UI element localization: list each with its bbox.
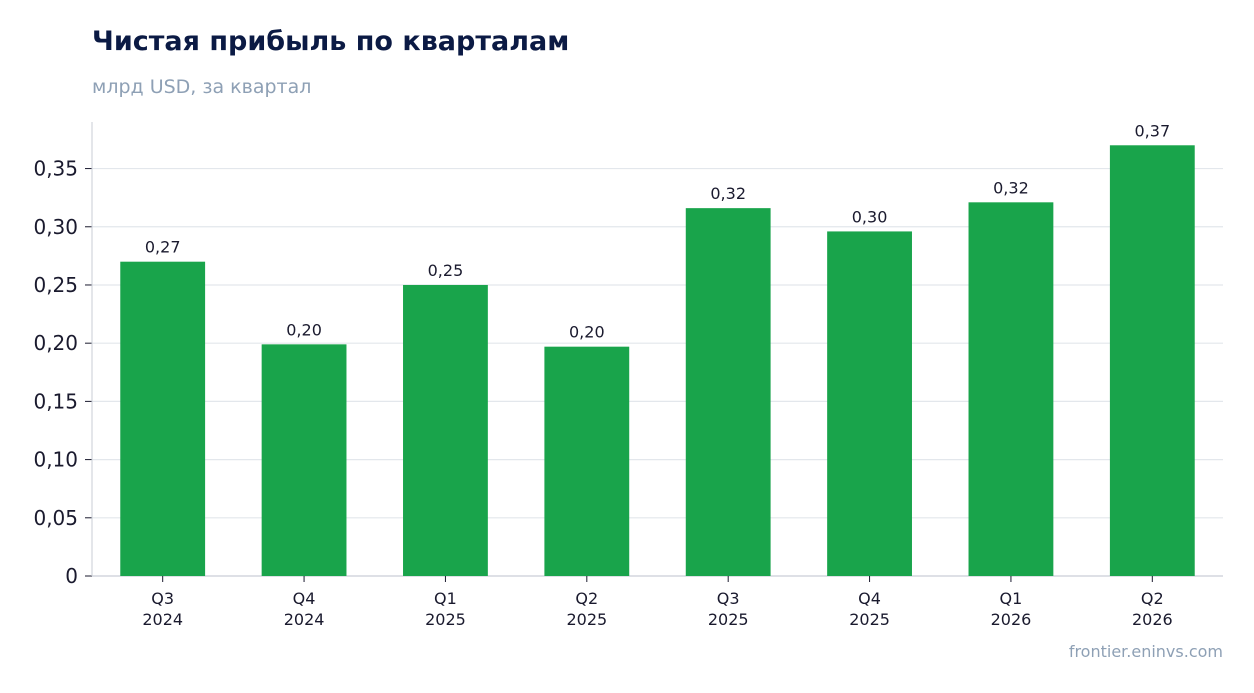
x-tick-label-year: 2025 xyxy=(849,610,890,629)
y-tick-label: 0,30 xyxy=(33,215,78,239)
y-tick-label: 0,10 xyxy=(33,448,78,472)
bar-value-label: 0,37 xyxy=(1135,121,1171,140)
x-tick-label-quarter: Q2 xyxy=(575,589,598,608)
y-tick-label: 0,20 xyxy=(33,331,78,355)
source-credit: frontier.eninvs.com xyxy=(1068,642,1223,661)
y-tick-label: 0,35 xyxy=(33,157,78,181)
y-tick-label: 0 xyxy=(65,564,78,588)
x-tick-label-quarter: Q3 xyxy=(151,589,174,608)
axes: 0 0,05 0,10 0,15 0,20 0,25 0,30 0,35 Q3 2024 Q4 202… xyxy=(33,122,1223,629)
x-tick-label-quarter: Q4 xyxy=(858,589,881,608)
x-tick-label-year: 2026 xyxy=(1132,610,1173,629)
bar xyxy=(968,202,1054,577)
bar-value-label: 0,27 xyxy=(145,238,181,257)
x-tick-label-quarter: Q1 xyxy=(434,589,457,608)
x-tick-label-year: 2024 xyxy=(284,610,325,629)
x-tick-label-quarter: Q2 xyxy=(1141,589,1164,608)
chart-subtitle: млрд USD, за квартал xyxy=(92,76,312,98)
bar xyxy=(544,346,630,576)
bar-value-label: 0,32 xyxy=(993,178,1029,197)
x-tick-label-quarter: Q1 xyxy=(1000,589,1023,608)
x-tick-label-year: 2025 xyxy=(425,610,466,629)
bars xyxy=(120,145,1195,577)
chart-title: Чистая прибыль по кварталам xyxy=(92,26,570,57)
x-tick-label-year: 2026 xyxy=(991,610,1032,629)
y-tick-label: 0,05 xyxy=(33,506,78,530)
y-tick-label: 0,25 xyxy=(33,273,78,297)
x-tick-label-year: 2025 xyxy=(566,610,607,629)
bar xyxy=(120,261,206,576)
bar xyxy=(685,208,771,576)
x-tick-label-year: 2025 xyxy=(708,610,749,629)
x-tick-label-quarter: Q4 xyxy=(293,589,316,608)
data-labels: 0,27 0,20 0,25 0,20 0,32 0,30 0,32 0,37 xyxy=(145,121,1170,341)
bar-value-label: 0,20 xyxy=(286,320,322,339)
bar xyxy=(261,344,347,576)
bar xyxy=(1109,145,1195,577)
bar-value-label: 0,30 xyxy=(852,207,888,226)
bar xyxy=(403,284,488,576)
bar xyxy=(827,231,912,576)
y-tick-label: 0,15 xyxy=(33,389,78,413)
bar-value-label: 0,20 xyxy=(569,323,605,342)
bar-value-label: 0,32 xyxy=(710,184,746,203)
bar-value-label: 0,25 xyxy=(428,261,464,280)
x-tick-label-quarter: Q3 xyxy=(717,589,740,608)
x-tick-label-year: 2024 xyxy=(142,610,183,629)
